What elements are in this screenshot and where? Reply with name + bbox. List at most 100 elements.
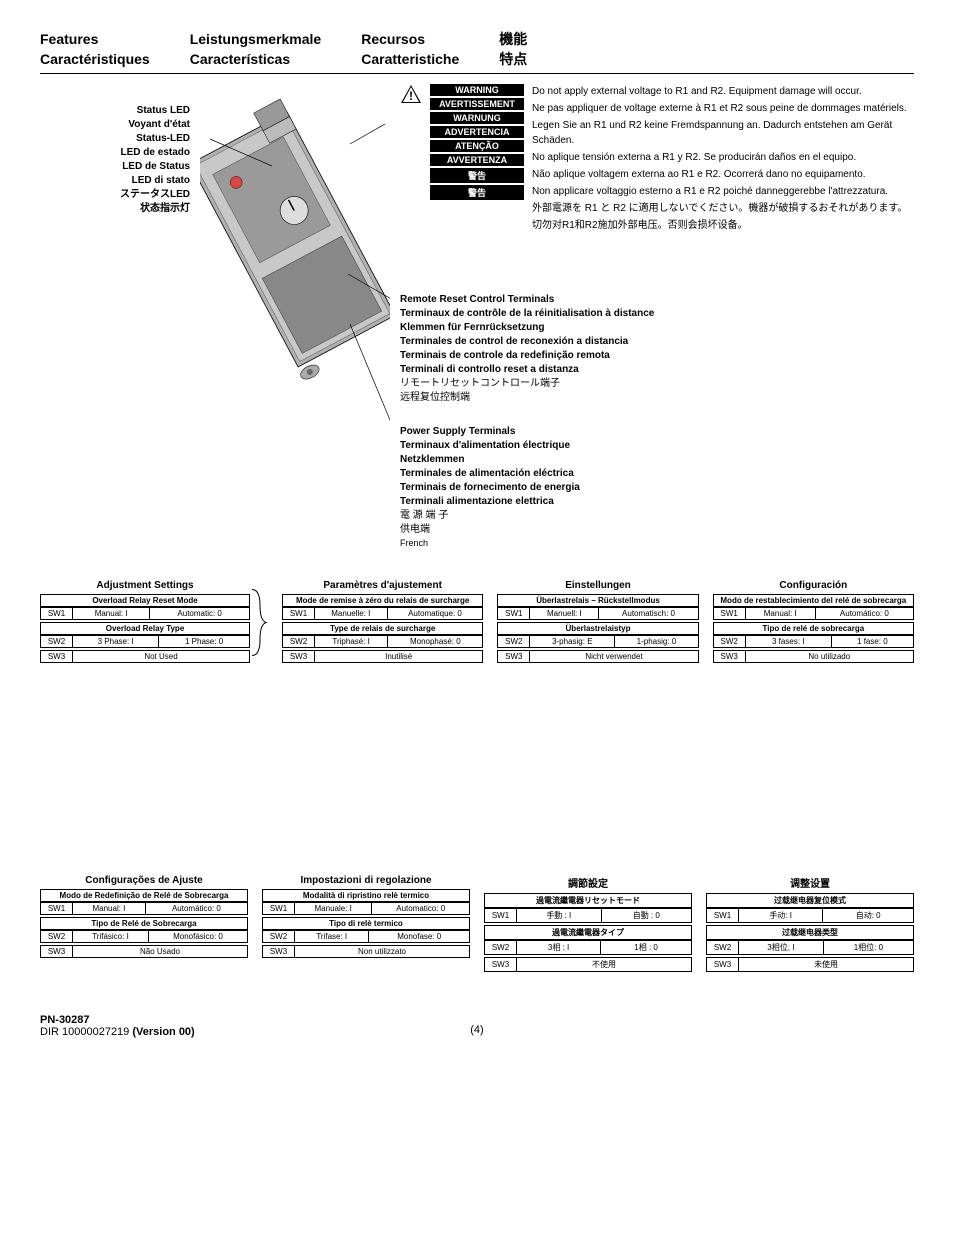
settings-box: 调整设置过载继电器复位模式SW1手动: I自动: 0过载继电器类型SW23相位:… (706, 875, 914, 974)
settings-table: SW3Nicht verwendet (497, 650, 698, 663)
header-col-4: 機能 特点 (499, 30, 527, 69)
settings-table: SW2Trifásico: IMonofásico: 0 (40, 930, 248, 943)
settings-box: Paramètres d'ajustement Mode de remise à … (282, 580, 483, 665)
sw-label: SW1 (713, 607, 745, 619)
header-col-2: Leistungsmerkmale Características (190, 30, 322, 69)
settings-subheader: Tipo de Relé de Sobrecarga (40, 917, 248, 930)
sw-label: SW2 (41, 930, 73, 942)
sw-label: SW3 (713, 650, 745, 662)
settings-title: 調節設定 (484, 875, 692, 890)
callout-line: リモートリセットコントロール端子 (400, 377, 914, 391)
sw-label: SW2 (263, 930, 295, 942)
warning-labels: WARNING AVERTISSEMENT WARNUNG ADVERTENCI… (430, 84, 524, 233)
callout-line: Terminales de alimentación eléctrica (400, 467, 914, 481)
settings-subheader: 過電流繼電器リセットモード (484, 893, 692, 908)
callout-note: French (400, 537, 914, 550)
label: Voyant d'état (40, 118, 190, 132)
device-svg-icon (200, 84, 390, 524)
label: LED di stato (40, 174, 190, 188)
sw-label: SW1 (485, 908, 517, 922)
callout-line: Remote Reset Control Terminals (400, 293, 914, 307)
settings-subheader: 過電流繼電器タイプ (484, 925, 692, 940)
settings-table: SW1手动: I自动: 0 (706, 908, 914, 923)
sw-option: 3相位: I (739, 940, 824, 954)
callout-line: 远程复位控制端 (400, 391, 914, 405)
warn-text: 切勿对R1和R2施加外部电压。否则会损坏设备。 (532, 218, 914, 233)
settings-table: SW1Manuelle: IAutomatique: 0 (282, 607, 483, 620)
settings-subheader: Tipo de relé de sobrecarga (713, 622, 914, 635)
sw-label: SW1 (707, 908, 739, 922)
callout-line: 供电端 (400, 523, 914, 537)
settings-table: SW23相 : I1相 : 0 (484, 940, 692, 955)
settings-table: SW23 fases: I1 fase: 0 (713, 635, 914, 648)
settings-row-1: Adjustment Settings Overload Relay Reset … (40, 580, 914, 665)
header-col-1: Features Caractéristiques (40, 30, 150, 69)
sw-option: Automatico: 0 (372, 902, 470, 914)
settings-table: SW23相位: I1相位: 0 (706, 940, 914, 955)
sw-option: Trifase: I (295, 930, 369, 942)
label: Status-LED (40, 132, 190, 146)
sw-option: Monophasé: 0 (388, 635, 483, 647)
settings-subheader: Overload Relay Reset Mode (40, 594, 250, 607)
sw-option: Manual: I (73, 607, 150, 619)
settings-box: Impostazioni di regolazioneModalità di r… (262, 875, 470, 974)
sw-option: 手動 : I (517, 908, 602, 922)
settings-table: SW1Manual: IAutomatic: 0 (40, 607, 250, 620)
warn-badge: 警告 (430, 185, 524, 200)
settings-subheader: Overload Relay Type (40, 622, 250, 635)
header: Features Caractéristiques Leistungsmerkm… (40, 30, 914, 74)
label: Status LED (40, 104, 190, 118)
sw-option: 未使用 (739, 957, 914, 971)
sw-label: SW2 (498, 635, 530, 647)
dir-number: DIR 10000027219 (40, 1026, 132, 1038)
right-column: ! WARNING AVERTISSEMENT WARNUNG ADVERTEN… (400, 84, 914, 550)
brace-icon (250, 580, 268, 665)
callout-line: Power Supply Terminals (400, 425, 914, 439)
sw-option: Automatisch: 0 (599, 607, 698, 619)
settings-table: SW23 Phase: I1 Phase: 0 (40, 635, 250, 648)
settings-table: SW3No utilizado (713, 650, 914, 663)
settings-box: Adjustment Settings Overload Relay Reset … (40, 580, 250, 665)
warn-text: Ne pas appliquer de voltage externe à R1… (532, 101, 914, 116)
settings-title: Configurações de Ajuste (40, 875, 248, 886)
settings-table: SW3Non utilizzato (262, 945, 470, 958)
sw-option: 自動 : 0 (601, 908, 691, 922)
footer: PN-30287 DIR 10000027219 (Version 00) (4… (40, 1014, 914, 1036)
sw-label: SW3 (263, 945, 295, 957)
warning-table: ! WARNING AVERTISSEMENT WARNUNG ADVERTEN… (400, 84, 914, 233)
sw-option: 3相 : I (517, 940, 601, 954)
callout-line: 電 源 端 子 (400, 509, 914, 523)
header-text: Leistungsmerkmale (190, 30, 322, 50)
warn-badge: WARNING (430, 84, 524, 96)
sw-option: Manuelle: I (315, 607, 388, 619)
settings-table: SW1Manuell: IAutomatisch: 0 (497, 607, 698, 620)
warn-badge: ATENÇÃO (430, 140, 524, 152)
warning-icon: ! (400, 84, 422, 233)
settings-table: SW23-phasig: E1-phasig: 0 (497, 635, 698, 648)
warning-texts: Do not apply external voltage to R1 and … (532, 84, 914, 233)
sw-label: SW3 (41, 650, 73, 662)
sw-label: SW2 (713, 635, 745, 647)
sw-option: Manuale: I (295, 902, 372, 914)
sw-option: 手动: I (739, 908, 823, 922)
warn-text: Non applicare voltaggio esterno a R1 e R… (532, 184, 914, 199)
settings-subheader: Modo de Redefinição de Relé de Sobrecarg… (40, 889, 248, 902)
settings-subheader: Mode de remise à zéro du relais de surch… (282, 594, 483, 607)
sw-label: SW1 (41, 607, 73, 619)
settings-subheader: Überlastrelaistyp (497, 622, 698, 635)
settings-subheader: Tipo di relè termico (262, 917, 470, 930)
sw-option: Automatic: 0 (150, 607, 250, 619)
settings-table: SW1Manual: IAutomático: 0 (40, 902, 248, 915)
settings-title: Paramètres d'ajustement (282, 580, 483, 591)
settings-table: SW3Inutilisé (282, 650, 483, 663)
sw-option: 1相 : 0 (601, 940, 692, 954)
settings-table: SW3未使用 (706, 957, 914, 972)
settings-box: ConfiguraciónModo de restablecimiento de… (713, 580, 914, 665)
sw-option: Triphasé: I (315, 635, 388, 647)
settings-table: SW1Manual: IAutomático: 0 (713, 607, 914, 620)
sw-option: Automático: 0 (145, 902, 247, 914)
header-text: Features (40, 30, 150, 50)
status-led-labels: Status LED Voyant d'état Status-LED LED … (40, 84, 190, 550)
settings-table: SW2Trifase: IMonofase: 0 (262, 930, 470, 943)
settings-title: Adjustment Settings (40, 580, 250, 591)
